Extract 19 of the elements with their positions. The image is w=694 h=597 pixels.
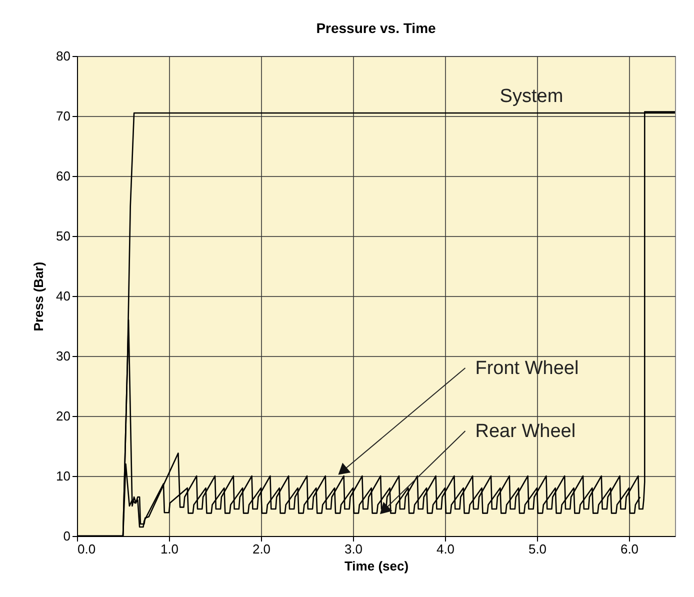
y-tick-label: 50	[56, 228, 70, 244]
x-tick-label: 6.0	[620, 542, 639, 556]
x-tick-label: 5.0	[528, 542, 547, 556]
x-tick-label: 4.0	[436, 542, 455, 556]
y-axis-title: Press (Bar)	[31, 262, 46, 332]
y-tick-label: 40	[56, 288, 70, 304]
y-tick-label: 10	[56, 468, 70, 484]
x-tick-label: 3.0	[344, 542, 363, 556]
x-tick-label: 1.0	[160, 542, 179, 556]
chart-title: Pressure vs. Time	[316, 20, 436, 36]
x-tick-label: 2.0	[252, 542, 271, 556]
y-tick-label: 80	[56, 48, 70, 64]
x-tick-label: 0.0	[78, 542, 96, 556]
y-tick-label: 70	[56, 108, 70, 124]
y-tick-label: 30	[56, 348, 70, 364]
y-tick-label: 20	[56, 408, 70, 424]
y-tick-label: 0	[63, 528, 70, 544]
y-tick-label: 60	[56, 168, 70, 184]
x-axis-title: Time (sec)	[344, 558, 409, 574]
